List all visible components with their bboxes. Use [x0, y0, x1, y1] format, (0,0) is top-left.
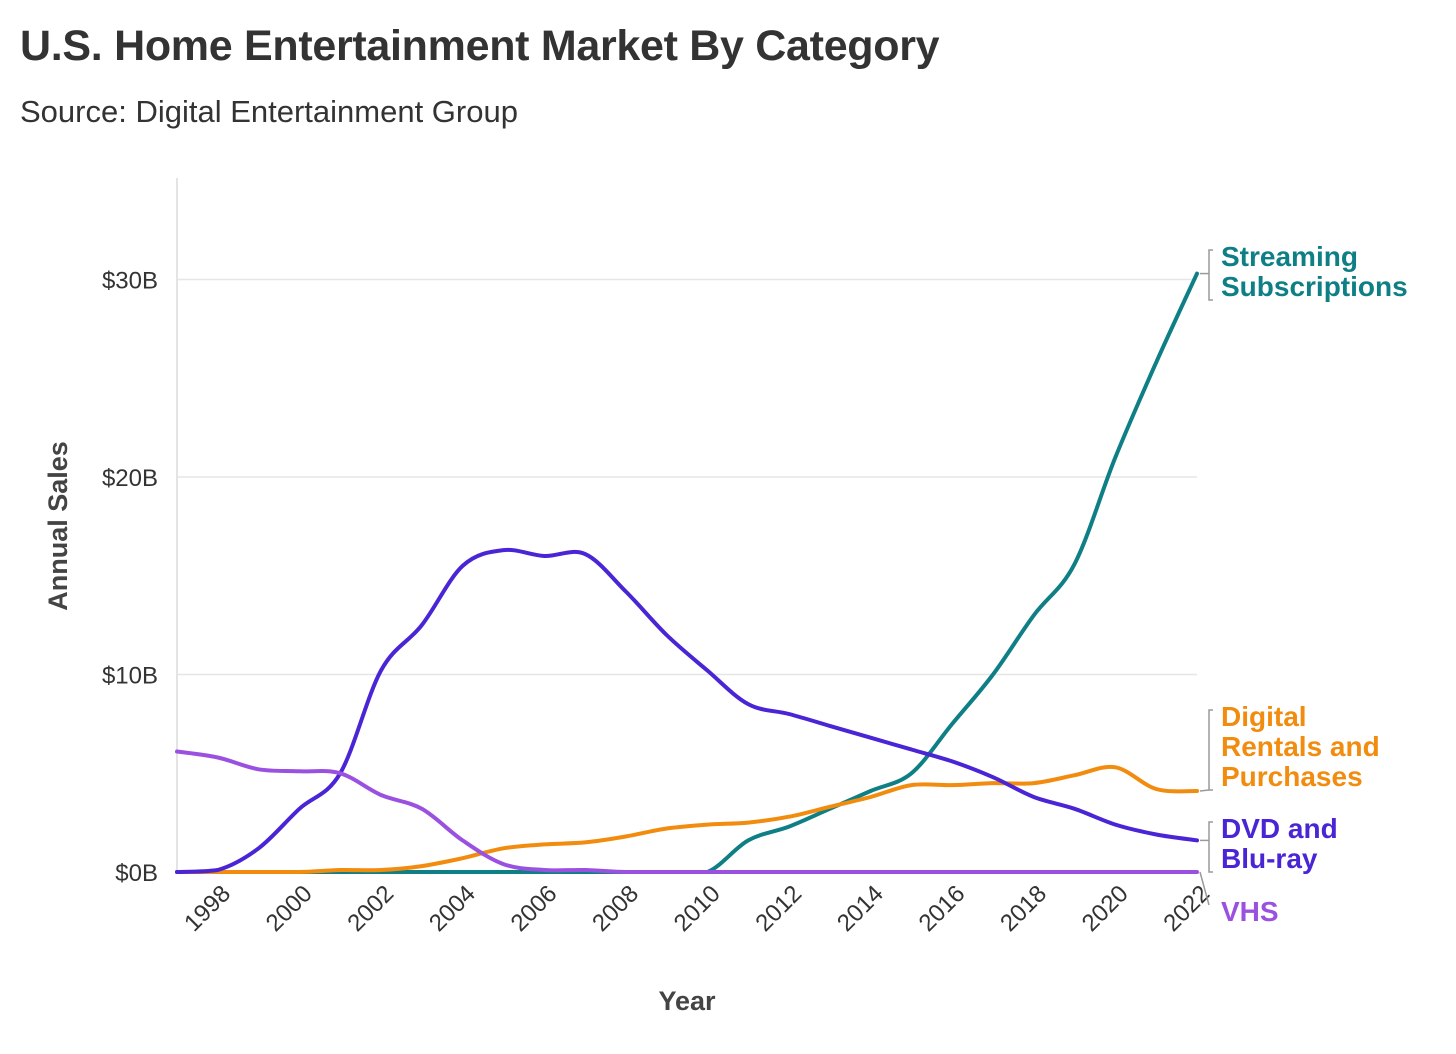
- x-tick-label: 2004: [424, 880, 481, 937]
- x-axis-ticks: 1998 2000 2002 2004 2006 2008 2010 2012 2014 2016…: [179, 880, 1215, 937]
- series-label-vhs: VHS: [1221, 896, 1279, 927]
- x-axis-title: Year: [658, 986, 716, 1016]
- y-tick-label: $20B: [102, 465, 158, 492]
- x-tick-label: 2000: [261, 880, 318, 937]
- y-axis-title: Annual Sales: [43, 441, 73, 611]
- series-label-streaming-subscriptions: Streaming Subscriptions: [1221, 241, 1408, 302]
- series-lines: [175, 271, 1199, 874]
- gridlines: [177, 278, 1197, 676]
- x-tick-label: 2018: [995, 880, 1052, 937]
- label-bracket: [1208, 249, 1213, 301]
- x-tick-label: 2016: [914, 880, 971, 937]
- x-tick-label: 2010: [669, 880, 726, 937]
- series-labels: Streaming Subscriptions Digital Rentals and…: [1199, 241, 1408, 927]
- y-tick-label: $0B: [115, 860, 158, 887]
- series-line-vhs: [175, 749, 1199, 874]
- x-tick-label: 2014: [832, 880, 889, 937]
- label-bracket: [1208, 821, 1213, 873]
- x-tick-label: 2002: [342, 880, 399, 937]
- y-tick-label: $30B: [102, 268, 158, 295]
- x-tick-label: 2022: [1158, 880, 1215, 937]
- series-line-dvd-and-blu-ray: [175, 547, 1199, 874]
- series-line-digital-rentals-and-purchases: [175, 764, 1199, 874]
- label-bracket: [1208, 709, 1213, 791]
- x-tick-label: 1998: [179, 880, 236, 937]
- label-connector: [1199, 789, 1210, 792]
- y-axis-ticks: $0B $10B $20B $30B: [102, 268, 158, 888]
- x-tick-label: 2020: [1077, 880, 1134, 937]
- chart-subtitle: Source: Digital Entertainment Group: [20, 94, 518, 129]
- label-connector: [1199, 871, 1210, 906]
- x-tick-label: 2012: [750, 880, 807, 937]
- series-label-dvd-and-blu-ray: DVD and Blu-ray: [1221, 813, 1338, 874]
- x-tick-label: 2008: [587, 880, 644, 937]
- x-tick-label: 2006: [506, 880, 563, 937]
- y-tick-label: $10B: [102, 663, 158, 690]
- series-label-digital-rentals-and-purchases: Digital Rentals and Purchases: [1221, 701, 1380, 792]
- chart-title: U.S. Home Entertainment Market By Catego…: [20, 22, 940, 70]
